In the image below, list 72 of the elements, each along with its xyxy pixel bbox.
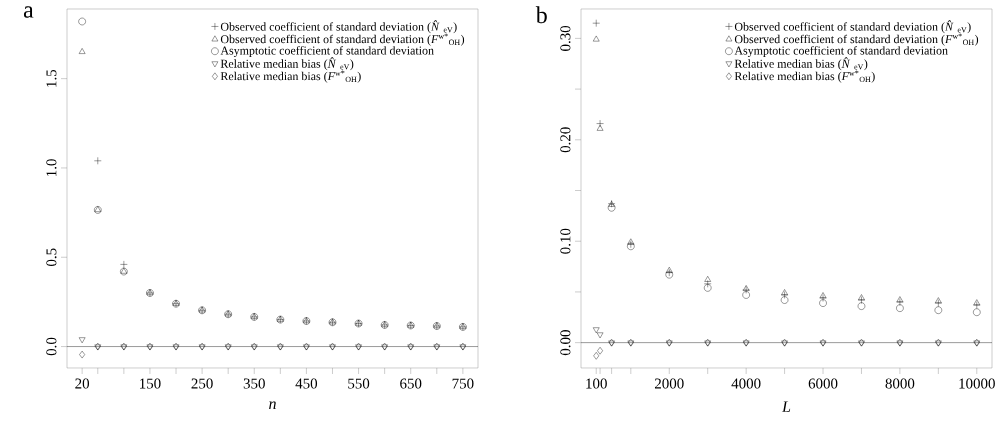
legend-label: Relative median bias (N̂$_{eV}$) [220, 57, 354, 71]
point [666, 266, 673, 273]
point [742, 291, 750, 299]
point [607, 204, 616, 212]
point [896, 296, 904, 302]
point [973, 308, 981, 316]
point [78, 337, 86, 344]
x-tick-label: 8000 [885, 378, 915, 389]
point [704, 276, 711, 282]
point [94, 157, 102, 165]
y-tick-label: 0.5 [46, 248, 57, 267]
x-tick-label: 350 [243, 378, 265, 389]
point [742, 286, 750, 294]
point [819, 292, 827, 298]
y-tick-label: 1.0 [46, 159, 57, 176]
point [780, 296, 789, 304]
point [592, 19, 600, 27]
legend-label: Asymptotic coefficient of standard deviation [220, 46, 434, 58]
x-tick-label: 6000 [808, 378, 838, 389]
x-tick-label: 150 [140, 378, 161, 389]
x-axis-title: L [781, 401, 791, 412]
x-tick-label: 650 [400, 378, 422, 389]
point [935, 297, 942, 303]
point [781, 289, 788, 295]
point [593, 327, 600, 334]
point [596, 332, 604, 339]
legend-label: Observed coefficient of standard deviation (N̂$_{eV}$) [734, 20, 971, 34]
chart-title: a [23, 6, 34, 18]
y-tick-label: 1.5 [46, 69, 57, 87]
x-tick-label: 20 [75, 378, 90, 389]
y-tick-label: 0.10 [560, 228, 571, 254]
x-tick-label: 450 [295, 378, 318, 389]
legend-label: Observed coefficient of standard deviation (F$^{w*}$$_{OH}$) [220, 33, 465, 46]
point [973, 301, 981, 309]
point [973, 299, 981, 306]
x-tick-label: 100 [586, 378, 607, 389]
point [78, 48, 86, 54]
chart-title: b [535, 6, 547, 24]
point [819, 299, 827, 307]
point [593, 35, 600, 42]
point [593, 352, 600, 360]
legend-label: Observed coefficient of standard deviation (F$^{w*}$$_{OH}$) [734, 33, 979, 46]
point [704, 280, 712, 288]
point [78, 17, 86, 26]
x-tick-label: 550 [348, 378, 370, 389]
x-tick-label: 2000 [654, 378, 684, 389]
point [596, 119, 604, 128]
point [858, 294, 865, 300]
point [704, 284, 712, 292]
point [780, 291, 789, 299]
legend-label: Observed coefficient of standard deviation (N̂$_{eV}$) [220, 20, 457, 34]
x-tick-label: 10000 [959, 378, 995, 389]
x-tick-label: 4000 [731, 378, 761, 389]
legend-label: Relative median bias (F$^{w*}$$_{OH}$) [220, 70, 361, 83]
point [742, 285, 750, 291]
legend-label: Relative median bias (F$^{w*}$$_{OH}$) [734, 70, 875, 83]
legend-label: Asymptotic coefficient of standard deviation [734, 46, 948, 58]
x-axis-title: n [269, 401, 276, 409]
x-tick-label: 250 [191, 378, 213, 389]
point [857, 302, 866, 310]
y-tick-label: 0.30 [560, 25, 571, 51]
y-tick-label: 0.00 [560, 330, 571, 356]
point [934, 299, 943, 307]
x-tick-label: 750 [452, 378, 474, 389]
point [896, 298, 904, 306]
y-tick-label: 0.20 [560, 127, 571, 153]
point [934, 306, 943, 314]
point [896, 304, 904, 312]
point [597, 347, 603, 355]
legend-label: Relative median bias (N̂$_{eV}$) [734, 57, 868, 71]
y-tick-label: 0.0 [46, 337, 57, 356]
point [819, 294, 827, 302]
